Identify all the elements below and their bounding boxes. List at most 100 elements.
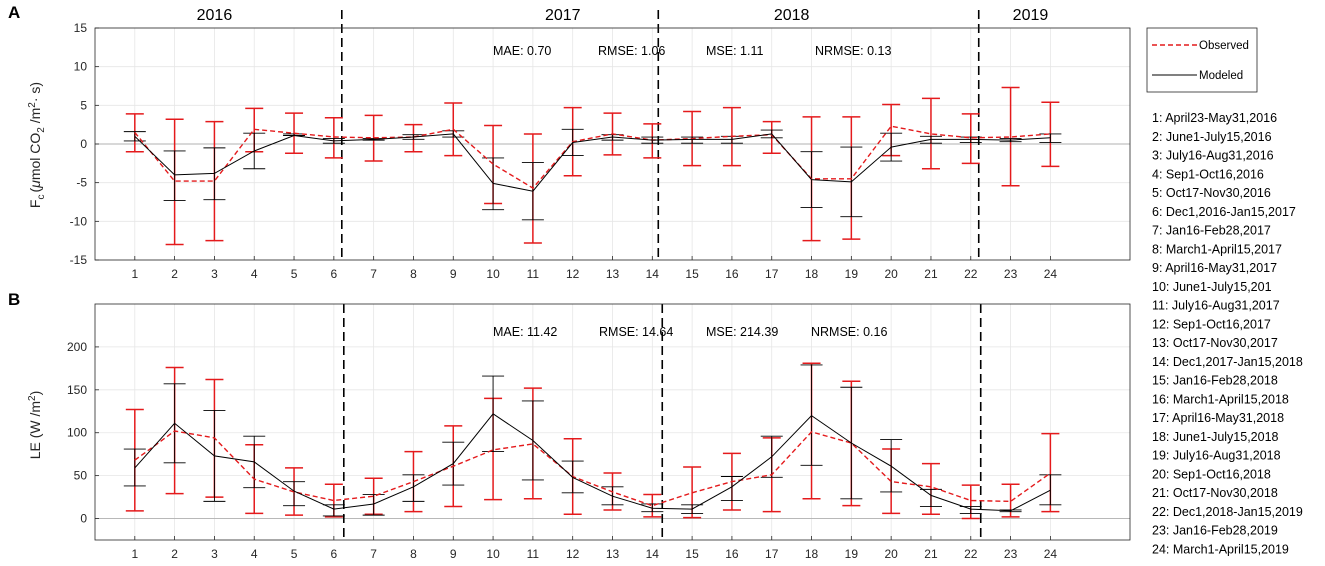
panel-b-letter: B	[8, 290, 20, 309]
period-item: 14: Dec1,2017-Jan15,2018	[1152, 355, 1303, 369]
year-label: 2017	[545, 7, 581, 24]
period-item: 10: June1-July15,201	[1152, 280, 1272, 294]
metric-rmse-b: RMSE: 14.64	[599, 325, 673, 339]
panel-a-series	[123, 86, 1062, 246]
period-item: 18: June1-July15,2018	[1152, 430, 1279, 444]
y-tick-label: 100	[67, 426, 87, 440]
panel-a-fc: 1 2 3 4 5 6 7 8 9 10 11 12 13 14 15 16 17 18 19 20 21 22 23 24-…	[8, 3, 1131, 281]
x-tick-label: 7	[370, 547, 377, 561]
period-item: 20: Sep1-Oct16,2018	[1152, 467, 1271, 481]
panel-b-le: 1 2 3 4 5 6 7 8 9 10 11 12 13 14 15 16 17 18 19 20 21 22 23 240…	[8, 290, 1131, 561]
period-item: 6: Dec1,2016-Jan15,2017	[1152, 205, 1296, 219]
x-tick-label: 11	[527, 267, 540, 281]
period-item: 22: Dec1,2018-Jan15,2019	[1152, 505, 1303, 519]
x-tick-label: 10	[486, 267, 500, 281]
metric-mae-b: MAE: 11.42	[493, 325, 557, 339]
x-tick-label: 5	[291, 267, 298, 281]
x-tick-label: 23	[1004, 267, 1018, 281]
line-modeled	[134, 133, 1051, 192]
line-observed	[134, 125, 1051, 190]
period-item: 2: June1-July15,2016	[1152, 130, 1272, 144]
x-tick-label: 12	[566, 547, 580, 561]
x-tick-label: 13	[606, 267, 620, 281]
metric-mae-a: MAE: 0.70	[493, 44, 551, 58]
y-tick-label: -10	[70, 214, 88, 228]
x-tick-label: 18	[805, 547, 819, 561]
x-tick-label: 18	[805, 267, 819, 281]
x-tick-label: 24	[1044, 547, 1058, 561]
panel-a-metrics: MAE: 0.70 RMSE: 1.06 MSE: 1.11 NRMSE: 0.…	[493, 44, 891, 58]
period-item: 9: April16-May31,2017	[1152, 261, 1277, 275]
x-tick-label: 21	[924, 267, 938, 281]
x-tick-label: 11	[527, 547, 540, 561]
period-item: 1: April23-May31,2016	[1152, 111, 1277, 125]
x-tick-label: 22	[964, 267, 978, 281]
y-tick-label: -5	[76, 176, 87, 190]
x-tick-label: 17	[765, 267, 779, 281]
panel-a-ticks: 1 2 3 4 5 6 7 8 9 10 11 12 13 14 15 16 17 18 19 20 21 22 23 24-…	[70, 21, 1058, 281]
period-item: 3: July16-Aug31,2016	[1152, 149, 1274, 163]
x-tick-label: 9	[450, 547, 457, 561]
y-tick-label: 15	[74, 21, 88, 35]
period-item: 8: March1-April15,2017	[1152, 242, 1282, 256]
x-tick-label: 23	[1004, 547, 1018, 561]
year-label: 2016	[197, 7, 233, 24]
y-tick-label: 200	[67, 340, 87, 354]
y-tick-label: 150	[67, 383, 87, 397]
metric-mse-a: MSE: 1.11	[706, 44, 763, 58]
x-tick-label: 19	[845, 267, 859, 281]
panel-b-metrics: MAE: 11.42 RMSE: 14.64 MSE: 214.39 NRMSE…	[493, 325, 887, 339]
panel-b-ylabel: LE (W /m2)	[27, 391, 43, 460]
metric-nrmse-a: NRMSE: 0.13	[815, 44, 891, 58]
legend-modeled-label: Modeled	[1199, 70, 1243, 82]
legend-box	[1146, 27, 1258, 93]
y-tick-label: -15	[70, 253, 88, 267]
x-tick-label: 20	[884, 267, 898, 281]
legend: Observed Modeled	[1146, 27, 1258, 93]
period-item: 16: March1-April15,2018	[1152, 392, 1289, 406]
x-tick-label: 3	[211, 267, 218, 281]
x-tick-label: 14	[646, 547, 660, 561]
x-tick-label: 9	[450, 267, 457, 281]
y-tick-label: 10	[74, 60, 88, 74]
x-tick-label: 17	[765, 547, 779, 561]
metric-nrmse-b: NRMSE: 0.16	[811, 325, 887, 339]
x-tick-label: 20	[884, 547, 898, 561]
x-tick-label: 15	[685, 267, 699, 281]
metric-rmse-a: RMSE: 1.06	[598, 44, 665, 58]
period-item: 21: Oct17-Nov30,2018	[1152, 486, 1278, 500]
x-tick-label: 4	[251, 267, 258, 281]
legend-observed-label: Observed	[1199, 40, 1249, 52]
period-item: 11: July16-Aug31,2017	[1152, 299, 1280, 313]
year-label: 2019	[1013, 7, 1049, 24]
x-tick-label: 3	[211, 547, 218, 561]
period-item: 13: Oct17-Nov30,2017	[1152, 336, 1278, 350]
line-modeled	[134, 413, 1051, 512]
x-tick-label: 19	[845, 547, 859, 561]
x-tick-label: 14	[646, 267, 660, 281]
x-tick-label: 13	[606, 547, 620, 561]
x-tick-label: 16	[725, 547, 739, 561]
x-tick-label: 21	[924, 547, 938, 561]
x-tick-label: 16	[725, 267, 739, 281]
period-item: 19: July16-Aug31,2018	[1152, 449, 1281, 463]
y-tick-label: 0	[80, 137, 87, 151]
period-item: 5: Oct17-Nov30,2016	[1152, 186, 1271, 200]
period-item: 4: Sep1-Oct16,2016	[1152, 167, 1264, 181]
x-tick-label: 1	[131, 267, 138, 281]
x-tick-label: 6	[331, 547, 338, 561]
period-list: 1: April23-May31,2016 2: June1-July15,201…	[1152, 111, 1303, 556]
x-tick-label: 6	[331, 267, 338, 281]
x-tick-label: 10	[486, 547, 500, 561]
y-tick-label: 50	[74, 469, 88, 483]
panel-b-ticks: 1 2 3 4 5 6 7 8 9 10 11 12 13 14 15 16 17 18 19 20 21 22 23 240…	[67, 340, 1057, 561]
period-item: 24: March1-April15,2019	[1152, 542, 1289, 556]
period-item: 12: Sep1-Oct16,2017	[1152, 317, 1271, 331]
x-tick-label: 1	[131, 547, 138, 561]
x-tick-label: 22	[964, 547, 978, 561]
x-tick-label: 24	[1044, 267, 1058, 281]
metric-mse-b: MSE: 214.39	[706, 325, 778, 339]
panel-a-ylabel: Fc(μmol CO2 /m2· s)	[27, 82, 47, 208]
x-tick-label: 2	[171, 547, 178, 561]
